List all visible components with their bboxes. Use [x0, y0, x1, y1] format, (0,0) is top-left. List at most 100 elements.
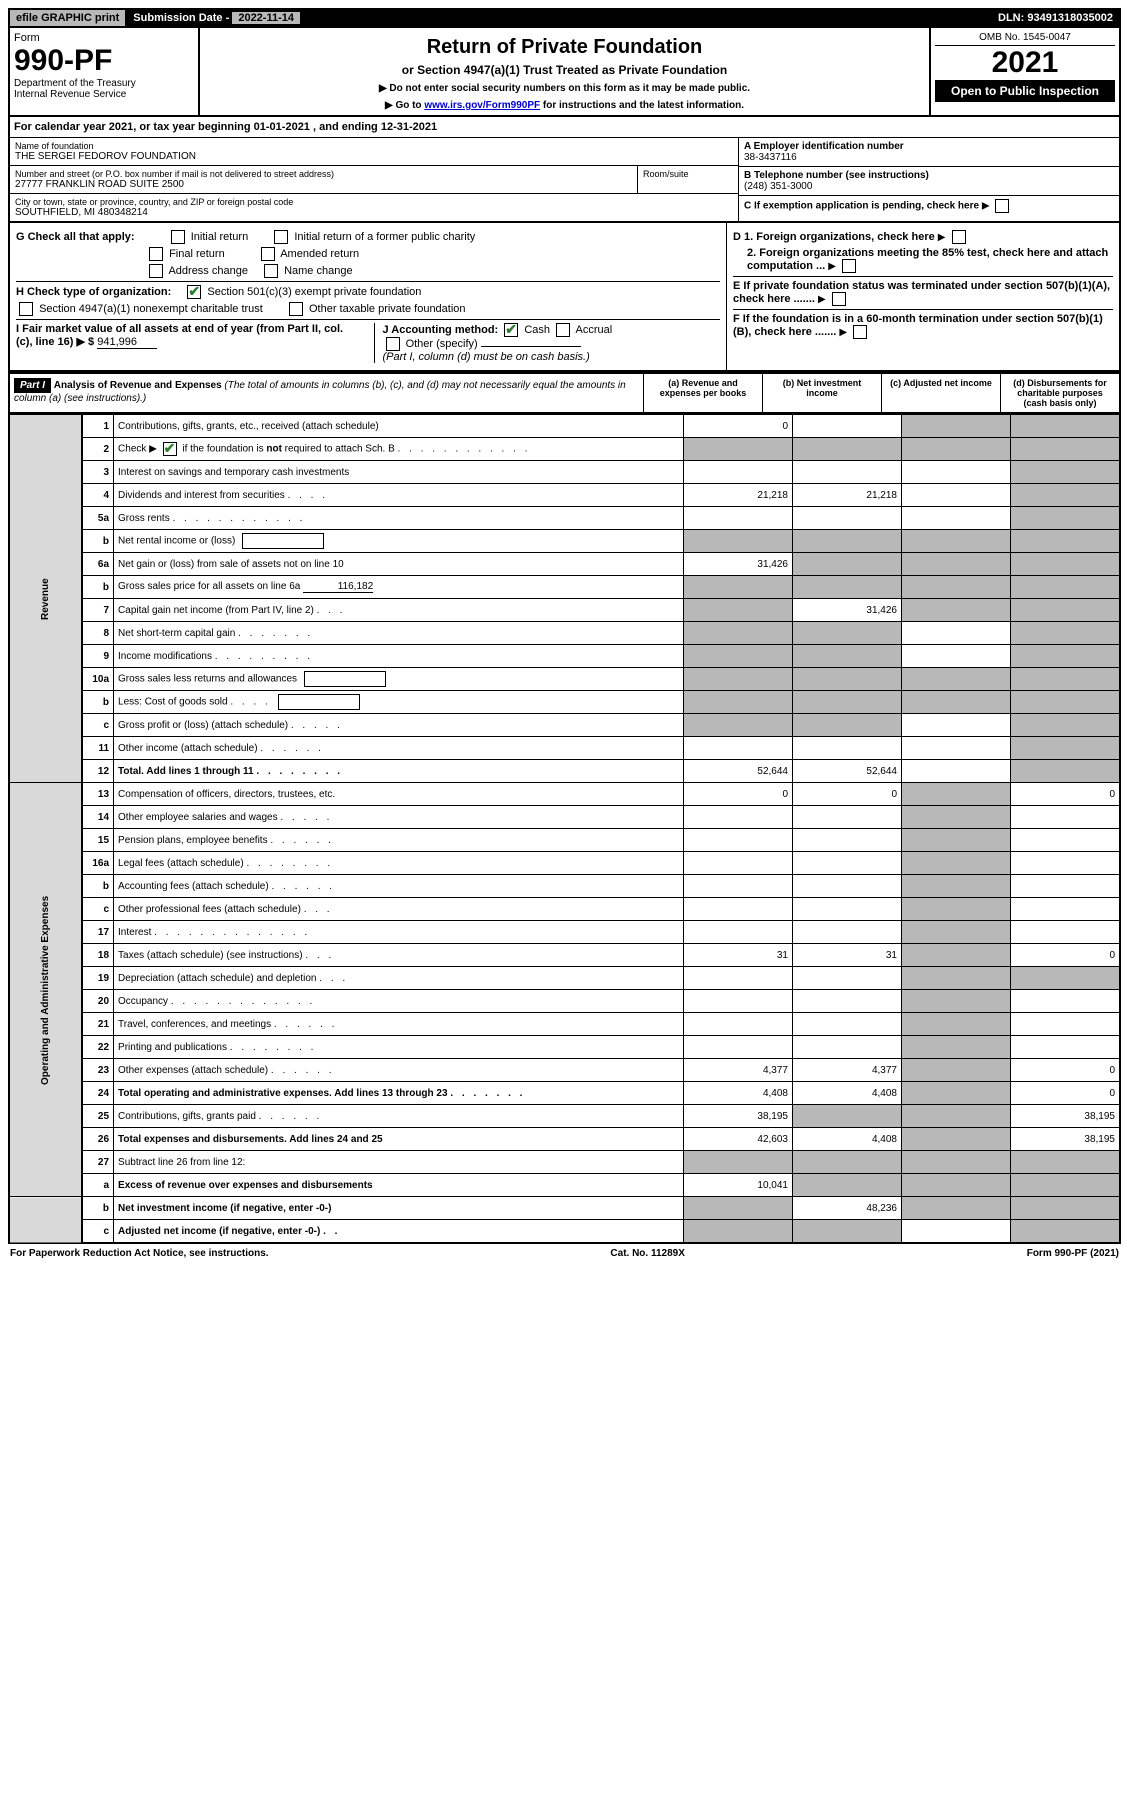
amount-cell: [902, 1220, 1011, 1244]
line-number: 25: [82, 1105, 114, 1128]
amount-cell: [1011, 553, 1121, 576]
city-state-zip: SOUTHFIELD, MI 480348214: [15, 207, 733, 218]
amount-cell: [902, 484, 1011, 507]
chk-other-method[interactable]: [386, 337, 400, 351]
chk-d2[interactable]: [842, 259, 856, 273]
chk-f[interactable]: [853, 325, 867, 339]
amount-cell: [1011, 415, 1121, 438]
col-a-header: (a) Revenue and expenses per books: [643, 374, 762, 412]
line-number: 20: [82, 990, 114, 1013]
form-info-link[interactable]: www.irs.gov/Form990PF: [424, 100, 540, 111]
amount-cell: [793, 714, 902, 737]
table-row: 11Other income (attach schedule) . . . .…: [9, 737, 1120, 760]
amount-cell: [1011, 852, 1121, 875]
amount-cell: 38,195: [1011, 1128, 1121, 1151]
chk-accrual[interactable]: [556, 323, 570, 337]
line-description: Pension plans, employee benefits . . . .…: [114, 829, 684, 852]
amount-cell: [1011, 576, 1121, 599]
amount-cell: [902, 691, 1011, 714]
table-row: Revenue1Contributions, gifts, grants, et…: [9, 415, 1120, 438]
table-row: bNet rental income or (loss): [9, 530, 1120, 553]
line-number: 12: [82, 760, 114, 783]
amount-cell: [1011, 829, 1121, 852]
amount-cell: [1011, 530, 1121, 553]
opt-other-tax: Other taxable private foundation: [309, 303, 466, 315]
amount-cell: [902, 1128, 1011, 1151]
amount-cell: [684, 461, 793, 484]
amount-cell: [1011, 737, 1121, 760]
chk-501c3[interactable]: [187, 285, 201, 299]
chk-other-tax[interactable]: [289, 302, 303, 316]
line-description: Income modifications . . . . . . . . .: [114, 645, 684, 668]
city-cell: City or town, state or province, country…: [10, 194, 738, 221]
chk-cash[interactable]: [504, 323, 518, 337]
line-number: 6a: [82, 553, 114, 576]
year-block: OMB No. 1545-0047 2021 Open to Public In…: [929, 28, 1119, 115]
amount-cell: [902, 553, 1011, 576]
chk-sch-b[interactable]: [163, 442, 177, 456]
line-number: 15: [82, 829, 114, 852]
line-description: Net gain or (loss) from sale of assets n…: [114, 553, 684, 576]
cal-begin: 01-01-2021: [254, 121, 310, 133]
side-blank: [9, 1197, 82, 1244]
chk-initial[interactable]: [171, 230, 185, 244]
amount-cell: [684, 737, 793, 760]
chk-initial-former[interactable]: [274, 230, 288, 244]
amount-cell: [1011, 1036, 1121, 1059]
line-description: Other expenses (attach schedule) . . . .…: [114, 1059, 684, 1082]
amount-cell: [684, 1151, 793, 1174]
amount-cell: [1011, 1174, 1121, 1197]
name-label: Name of foundation: [15, 141, 733, 151]
line-description: Taxes (attach schedule) (see instruction…: [114, 944, 684, 967]
amount-cell: [1011, 1013, 1121, 1036]
amount-cell: 0: [684, 415, 793, 438]
line-description: Check ▶ if the foundation is not require…: [114, 438, 684, 461]
chk-final[interactable]: [149, 247, 163, 261]
amount-cell: 4,408: [793, 1082, 902, 1105]
street-cell: Number and street (or P.O. box number if…: [10, 166, 638, 193]
chk-4947[interactable]: [19, 302, 33, 316]
inline-box: [304, 671, 386, 687]
form-title-block: Return of Private Foundation or Section …: [200, 28, 929, 115]
amount-cell: [793, 668, 902, 691]
ein-cell: A Employer identification number 38-3437…: [739, 138, 1119, 167]
table-row: 23Other expenses (attach schedule) . . .…: [9, 1059, 1120, 1082]
line-description: Contributions, gifts, grants paid . . . …: [114, 1105, 684, 1128]
amount-cell: [684, 1013, 793, 1036]
line-description: Excess of revenue over expenses and disb…: [114, 1174, 684, 1197]
line-number: 18: [82, 944, 114, 967]
chk-d1[interactable]: [952, 230, 966, 244]
amount-cell: 0: [1011, 944, 1121, 967]
d1-row: D 1. Foreign organizations, check here ▶: [733, 230, 1113, 244]
chk-amended[interactable]: [261, 247, 275, 261]
line-description: Net rental income or (loss): [114, 530, 684, 553]
part1-title: Analysis of Revenue and Expenses: [54, 380, 222, 391]
amount-cell: 10,041: [684, 1174, 793, 1197]
amount-cell: [684, 645, 793, 668]
c-checkbox[interactable]: [995, 199, 1009, 213]
opt-accrual: Accrual: [576, 324, 613, 336]
amount-cell: [793, 461, 902, 484]
line-number: 1: [82, 415, 114, 438]
amount-cell: [793, 1220, 902, 1244]
table-row: 4Dividends and interest from securities …: [9, 484, 1120, 507]
amount-cell: [793, 438, 902, 461]
opt-other-method: Other (specify): [406, 338, 478, 350]
chk-name[interactable]: [264, 264, 278, 278]
street-label: Number and street (or P.O. box number if…: [15, 169, 632, 179]
efile-label[interactable]: efile GRAPHIC print: [10, 10, 127, 26]
chk-addr[interactable]: [149, 264, 163, 278]
amount-cell: 31: [684, 944, 793, 967]
chk-e[interactable]: [832, 292, 846, 306]
amount-cell: [1011, 484, 1121, 507]
footer-mid: Cat. No. 11289X: [610, 1248, 684, 1259]
opt-initial: Initial return: [191, 231, 248, 243]
line-number: 16a: [82, 852, 114, 875]
amount-cell: [902, 875, 1011, 898]
amount-cell: [902, 1013, 1011, 1036]
form-subtitle: or Section 4947(a)(1) Trust Treated as P…: [204, 63, 925, 77]
ein-value: 38-3437116: [744, 152, 1114, 163]
amount-cell: [1011, 1151, 1121, 1174]
amount-cell: [793, 691, 902, 714]
expense-side-label: Operating and Administrative Expenses: [9, 783, 82, 1197]
